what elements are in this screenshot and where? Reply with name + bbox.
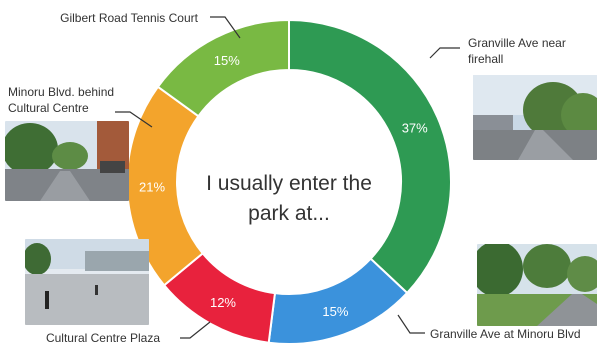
slice-category-label: Gilbert Road Tennis Court xyxy=(60,11,199,25)
callout-line xyxy=(210,16,241,39)
chart-title: park at... xyxy=(248,202,330,225)
photo-minoru-behind-cultural-centre xyxy=(5,121,129,201)
donut-slice xyxy=(288,18,452,295)
slice-category-label: Granville Ave at Minoru Blvd xyxy=(430,327,581,341)
slice-value-label: 37% xyxy=(402,121,428,136)
slice-category-label: firehall xyxy=(468,52,503,66)
callout-line xyxy=(180,321,211,339)
slice-category-label: Cultural Centre Plaza xyxy=(46,331,160,345)
slice-value-label: 15% xyxy=(322,304,348,319)
callout-line xyxy=(115,111,153,128)
photo-granville-at-minoru xyxy=(477,244,597,326)
callout-line xyxy=(429,47,460,59)
chart-title: I usually enter the xyxy=(206,172,372,195)
slice-category-label: Granville Ave near xyxy=(468,36,566,50)
photo-cultural-centre-plaza xyxy=(25,239,149,325)
slice-value-label: 12% xyxy=(210,295,236,310)
slice-value-label: 21% xyxy=(139,179,165,194)
photo-granville-firehall xyxy=(473,75,597,160)
slice-value-label: 15% xyxy=(214,53,240,68)
donut-slice xyxy=(156,18,290,118)
slice-category-label: Cultural Centre xyxy=(8,101,89,115)
slice-category-label: Minoru Blvd. behind xyxy=(8,85,114,99)
callout-line xyxy=(397,314,425,334)
